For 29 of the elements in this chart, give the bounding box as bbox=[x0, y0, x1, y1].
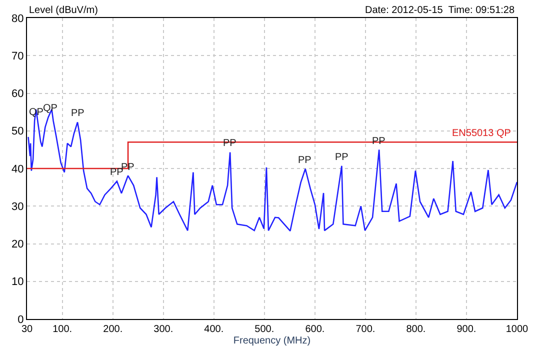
x-tick-label: 800. bbox=[406, 324, 426, 335]
annotation: PP bbox=[110, 167, 124, 178]
x-tick-label: 900. bbox=[456, 324, 476, 335]
x-tick-label: 600. bbox=[305, 324, 325, 335]
annotation: PP bbox=[298, 155, 312, 166]
y-tick-label: 0 bbox=[18, 314, 24, 326]
y-tick-label: 60 bbox=[12, 88, 24, 100]
y-axis-title: Level (dBuV/m) bbox=[29, 5, 98, 16]
y-tick-label: 30 bbox=[12, 200, 24, 213]
text: Date: 2012-05-15 Time: 09:51:28 bbox=[365, 5, 515, 16]
x-tick-label: 400. bbox=[204, 324, 224, 335]
y-tick-label: 70 bbox=[12, 50, 24, 62]
x-tick-label: 30 bbox=[21, 324, 33, 335]
x-tick-label: 100. bbox=[52, 324, 72, 335]
x-tick-label: 300. bbox=[154, 324, 174, 335]
y-tick-label: 50 bbox=[12, 126, 24, 138]
y-tick-label: 80 bbox=[12, 12, 24, 25]
x-tick-label: 1000 bbox=[506, 324, 529, 335]
y-tick-label: 10 bbox=[12, 276, 24, 288]
annotation: QP bbox=[43, 103, 58, 114]
x-axis-title: Frequency (MHz) bbox=[233, 336, 311, 346]
annotation: PP bbox=[335, 152, 349, 163]
annotation: PP bbox=[71, 108, 85, 119]
y-tick-label: 40 bbox=[12, 163, 24, 176]
x-tick-label: 500. bbox=[254, 324, 274, 335]
y-tick-label: 20 bbox=[12, 238, 24, 251]
x-tick-label: 200. bbox=[103, 324, 123, 335]
series-label: EN55013 QP bbox=[452, 128, 512, 139]
x-tick-label: 700. bbox=[356, 324, 376, 335]
